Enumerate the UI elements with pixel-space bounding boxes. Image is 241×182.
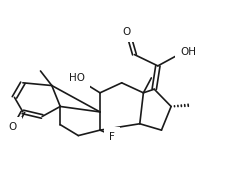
Text: OH: OH — [180, 47, 196, 57]
Text: F: F — [109, 132, 115, 142]
Text: HO: HO — [69, 73, 85, 83]
Text: O: O — [8, 122, 17, 132]
Text: O: O — [122, 27, 131, 37]
